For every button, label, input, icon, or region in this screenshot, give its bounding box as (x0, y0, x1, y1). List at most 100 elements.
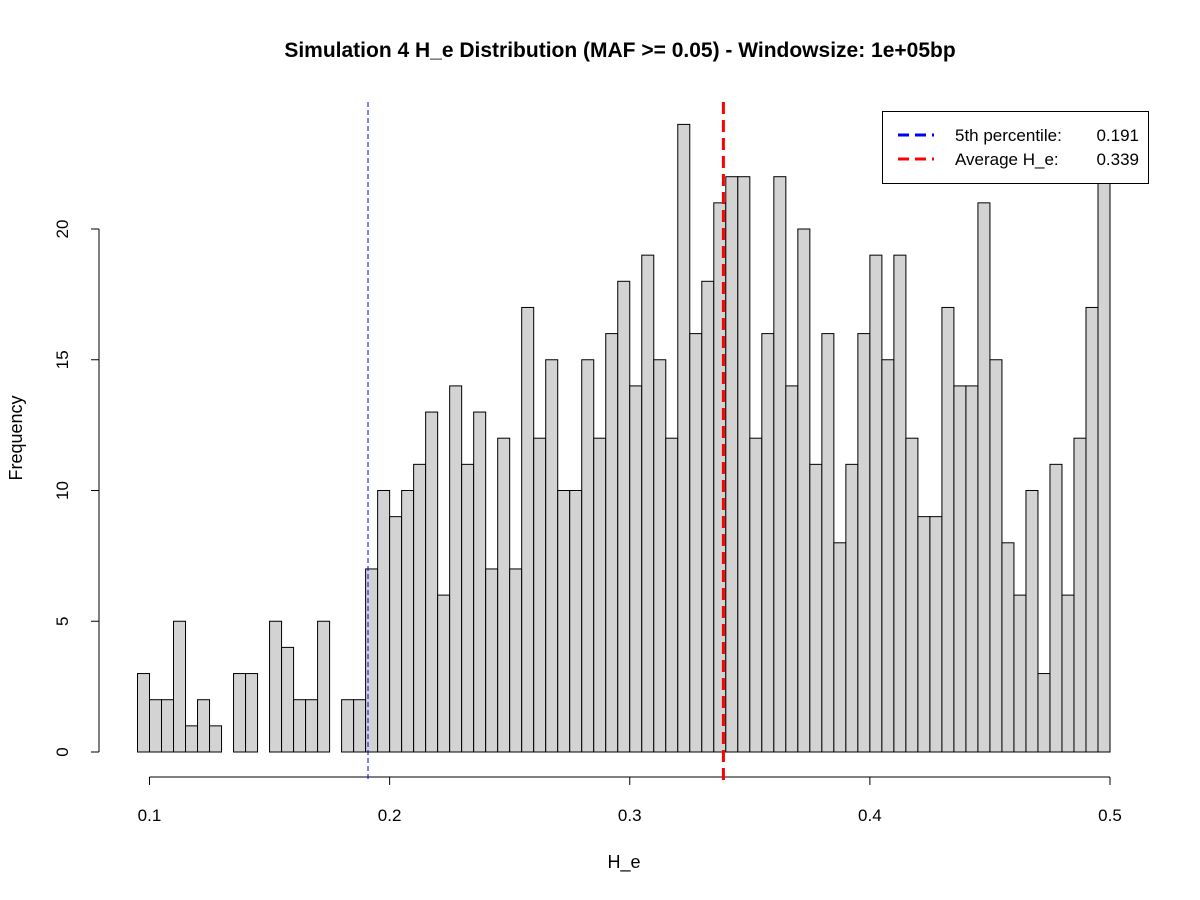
histogram-bar (497, 437, 511, 753)
histogram-bar (449, 385, 463, 753)
histogram-bar (509, 568, 523, 753)
y-tick-label: 0 (53, 747, 72, 756)
histogram-bar (485, 568, 499, 753)
x-tick-label: 0.2 (378, 806, 402, 825)
histogram-bar (845, 463, 859, 753)
x-tick-label: 0.3 (618, 806, 642, 825)
histogram-bar (761, 333, 775, 753)
histogram-bar (977, 202, 991, 753)
histogram-bar (1085, 306, 1099, 753)
histogram-bar (905, 437, 919, 753)
x-tick-label: 0.1 (138, 806, 162, 825)
histogram-bar (929, 516, 943, 753)
histogram-bar (785, 385, 799, 753)
histogram-bar (317, 620, 331, 753)
histogram-bar (677, 123, 691, 753)
legend-value: 0.339 (1096, 150, 1139, 169)
histogram-bar (773, 176, 787, 753)
histogram-bar (1025, 490, 1039, 753)
legend-label: Average H_e: (955, 150, 1059, 169)
histogram-bar (701, 280, 715, 753)
histogram-bar (1013, 594, 1027, 753)
histogram-bar (605, 333, 619, 753)
histogram-bar (989, 359, 1003, 753)
histogram-bar (281, 646, 295, 753)
legend-value: 0.191 (1096, 126, 1139, 145)
histogram-bar (833, 542, 847, 753)
histogram-bar (593, 437, 607, 753)
histogram-bar (197, 699, 211, 753)
histogram-bar (917, 516, 931, 753)
y-tick-label: 15 (53, 350, 72, 369)
histogram-bar (425, 411, 439, 753)
x-axis-label: H_e (607, 852, 640, 873)
histogram-bar (725, 176, 739, 753)
histogram-bar (665, 437, 679, 753)
histogram-bar (233, 673, 247, 753)
histogram-bar (545, 359, 559, 753)
histogram-bar (1061, 594, 1075, 753)
histogram-bar (581, 359, 595, 753)
legend: 5th percentile: 0.191 Average H_e: 0.339 (882, 111, 1149, 184)
histogram-bar (857, 333, 871, 753)
histogram-bar (809, 463, 823, 753)
histogram-bar (881, 359, 895, 753)
histogram-bar (689, 333, 703, 753)
histogram-bar (365, 568, 379, 753)
histogram-bar (461, 463, 475, 753)
histogram-bar (473, 411, 487, 753)
histogram-bar (1049, 463, 1063, 753)
histogram-bar (569, 490, 583, 753)
histogram-bar (941, 306, 955, 753)
x-axis: 0.1 0.2 0.3 0.4 0.5 (138, 776, 1122, 825)
histogram-bar (557, 490, 571, 753)
histogram-bar (1097, 176, 1111, 753)
histogram-bar (437, 594, 451, 753)
histogram-bar (1001, 542, 1015, 753)
histogram-bar (821, 333, 835, 753)
histogram-bar (1073, 437, 1087, 753)
histogram-bar (149, 699, 163, 753)
histogram-bar (617, 280, 631, 753)
histogram-bar (185, 725, 199, 753)
legend-label: 5th percentile: (955, 126, 1062, 145)
histogram-bar (413, 463, 427, 753)
histogram-bar (136, 673, 151, 753)
y-axis: 0 5 10 15 20 (53, 220, 100, 757)
histogram-bar (749, 437, 763, 753)
histogram-bar (869, 254, 883, 753)
histogram-bar (269, 620, 283, 753)
histogram-bar (401, 490, 415, 753)
histogram-bar (737, 176, 751, 753)
y-tick-label: 5 (53, 617, 72, 626)
histogram-bar (209, 725, 223, 753)
histogram-bar (293, 699, 307, 753)
legend-box (882, 111, 1149, 184)
histogram-bar (341, 699, 355, 753)
reference-lines (367, 102, 725, 781)
histogram-bar (797, 228, 811, 753)
histogram-bar (893, 254, 907, 753)
histogram-bar (353, 699, 367, 753)
histogram-bar (653, 359, 667, 753)
histogram-bar (533, 437, 547, 753)
y-tick-label: 20 (53, 220, 72, 239)
histogram-bar (389, 516, 403, 753)
x-tick-label: 0.4 (858, 806, 882, 825)
histogram-bar (173, 620, 187, 753)
histogram-bar (965, 385, 979, 753)
histogram-bar (521, 306, 535, 753)
y-axis-label: Frequency (6, 395, 26, 480)
histogram-bar (629, 385, 643, 753)
histogram-bar (641, 254, 655, 753)
chart-title: Simulation 4 H_e Distribution (MAF >= 0.… (284, 39, 955, 62)
histogram-bar (1037, 673, 1051, 753)
bars-group (136, 123, 1111, 753)
histogram-bar (161, 699, 175, 753)
histogram-bar (377, 490, 391, 753)
x-tick-label: 0.5 (1098, 806, 1122, 825)
y-tick-label: 10 (53, 481, 72, 500)
histogram-bar (953, 385, 967, 753)
